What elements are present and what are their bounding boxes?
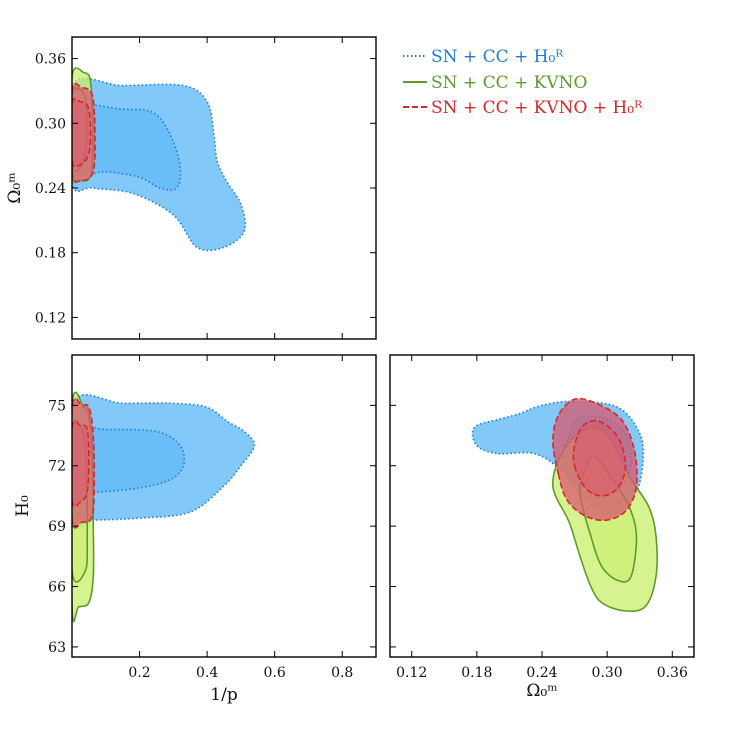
contour-h0-vs-omega-17 <box>572 419 627 497</box>
panel-omega-vs-invp-frame <box>71 36 377 340</box>
ytick-label-h0-vs-invp-4: 75 <box>48 398 66 414</box>
ytick-label-omega-vs-invp-4: 0.36 <box>35 52 66 68</box>
ytick-label-omega-vs-invp-3: 0.30 <box>35 116 66 132</box>
panel-h0-vs-omega-frame <box>389 354 695 658</box>
ytick-label-h0-vs-invp-3: 72 <box>48 459 66 475</box>
legend-label-sn-cc-kvno: SN + CC + KVNO <box>431 73 587 93</box>
xtick-label-h0-vs-omega-1: 0.18 <box>461 665 492 681</box>
xtick-label-h0-vs-invp-1: 0.4 <box>196 665 218 681</box>
axis-ticks: 0.12 0.18 0.24 0.30 0.36 0.2 0.4 0.6 0.8 63 66 69 72… <box>35 37 694 681</box>
xtick-label-h0-vs-invp-0: 0.2 <box>128 665 150 681</box>
panel-h0-vs-invp-frame <box>71 354 377 658</box>
legend-label-sn-cc-kvno-h0: SN + CC + KVNO + H₀ᴿ <box>431 98 643 118</box>
xlabel-invp: 1/p <box>210 685 238 705</box>
ylabel-omega: Ω₀ᵐ <box>5 172 25 203</box>
xtick-label-h0-vs-invp-2: 0.6 <box>264 665 286 681</box>
ytick-label-h0-vs-invp-1: 66 <box>48 580 66 596</box>
xtick-label-h0-vs-invp-3: 0.8 <box>331 665 353 681</box>
legend-label-sn-cc-h0: SN + CC + H₀ᴿ <box>431 47 564 67</box>
contour-h0-vs-invp-7 <box>72 424 186 498</box>
xtick-label-h0-vs-omega-3: 0.30 <box>592 665 623 681</box>
ylabel-h0: H₀ <box>13 495 33 517</box>
contour-omega-vs-invp-1 <box>72 103 182 191</box>
xlabel-omega: Ω₀ᵐ <box>526 681 557 701</box>
contours-h0-vs-invp <box>72 391 256 623</box>
contours-h0-vs-omega <box>471 397 658 613</box>
ytick-label-omega-vs-invp-2: 0.24 <box>35 181 66 197</box>
xtick-label-h0-vs-omega-4: 0.36 <box>657 665 688 681</box>
contour-omega-vs-invp-5 <box>72 97 92 168</box>
contour-h0-vs-invp-11 <box>72 420 90 508</box>
ytick-label-h0-vs-invp-2: 69 <box>48 519 66 535</box>
ytick-label-omega-vs-invp-0: 0.12 <box>35 310 66 326</box>
ytick-label-omega-vs-invp-1: 0.18 <box>35 246 66 262</box>
legend: SN + CC + H₀ᴿ SN + CC + KVNO SN + CC + K… <box>403 47 643 118</box>
ytick-label-h0-vs-invp-0: 63 <box>48 640 66 656</box>
xtick-label-h0-vs-omega-2: 0.24 <box>526 665 557 681</box>
xtick-label-h0-vs-omega-0: 0.12 <box>396 665 427 681</box>
contours-omega-vs-invp <box>72 67 247 252</box>
